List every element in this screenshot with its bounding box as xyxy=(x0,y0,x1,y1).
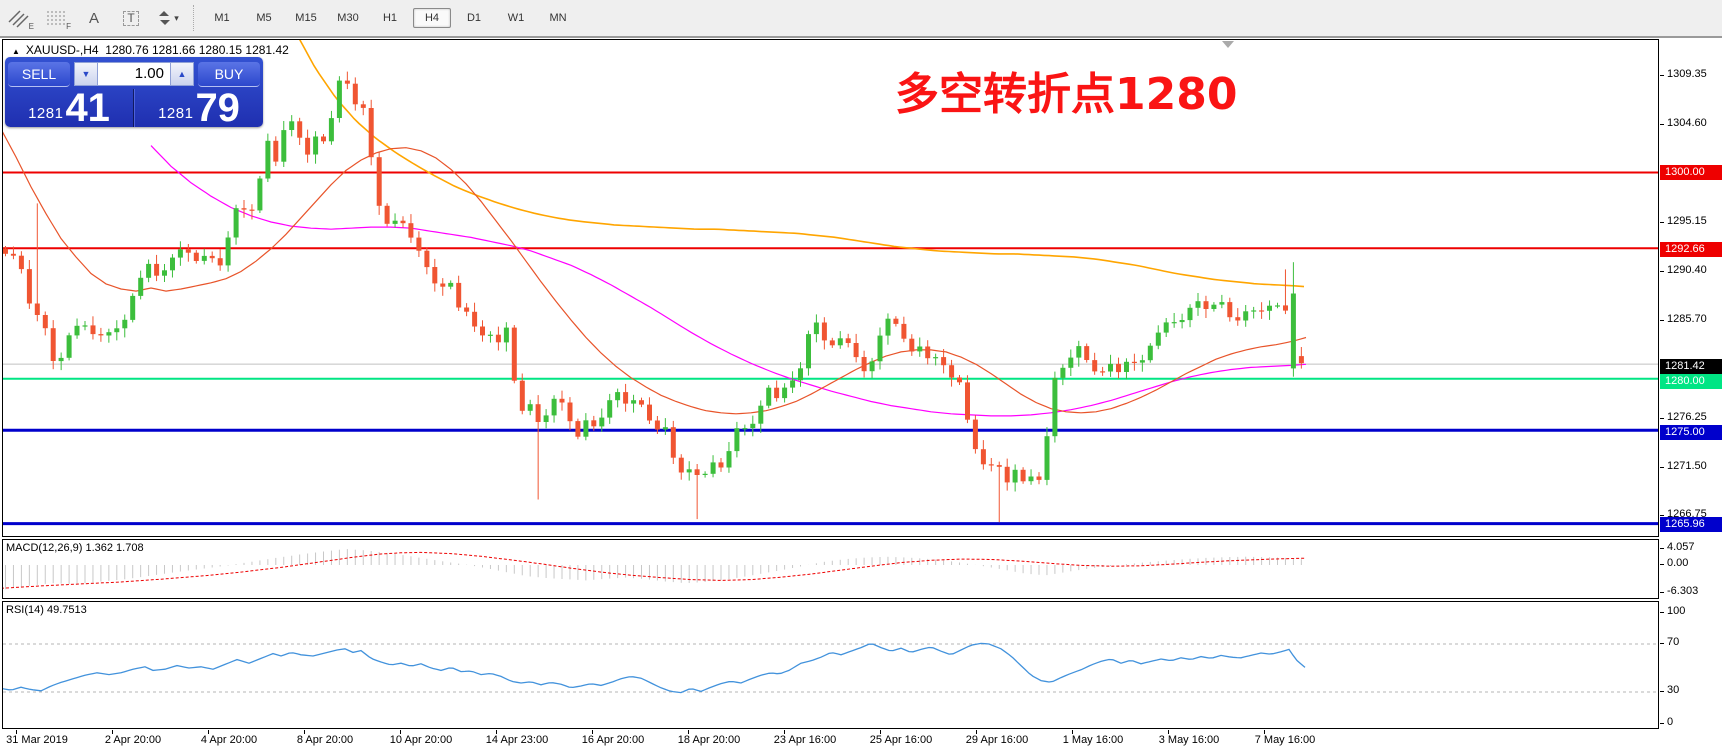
sell-price-display[interactable]: 1281 41 xyxy=(5,86,134,130)
sell-button[interactable]: SELL xyxy=(8,61,70,87)
buy-price-stem: 1281 xyxy=(158,105,194,122)
volume-increase-button[interactable]: ▲ xyxy=(170,62,194,86)
main-toolbar: E F A T ▾ M1 M5 M15 M30 H1 H4 D1 W1 MN xyxy=(0,0,1722,38)
price-tag-1265.96: 1265.96 xyxy=(1660,517,1722,532)
time-label: 1 May 16:00 xyxy=(1062,734,1124,746)
text-label-icon[interactable]: A xyxy=(88,9,99,27)
time-label: 4 Apr 20:00 xyxy=(200,734,258,746)
timeframe-d1[interactable]: D1 xyxy=(466,12,482,24)
buy-price-pips: 79 xyxy=(195,86,240,130)
chart-shift-marker-icon[interactable] xyxy=(1222,41,1234,48)
time-tick xyxy=(304,730,305,734)
price-tag-1281.42: 1281.42 xyxy=(1660,359,1722,374)
price-tick-label: 1276.25 xyxy=(1660,411,1707,423)
macd-plot[interactable] xyxy=(3,540,1658,598)
sell-price-pips: 41 xyxy=(65,86,110,130)
time-tick xyxy=(208,730,209,734)
ma_fast-line xyxy=(3,131,1307,415)
toolbar-tools: E F A T ▾ xyxy=(0,4,185,32)
ma_slow-line xyxy=(299,40,1305,288)
equidistant-channel-icon[interactable]: E xyxy=(3,4,37,32)
time-tick xyxy=(1264,730,1265,734)
price-tick-label: 0 xyxy=(1659,716,1674,728)
price-tick-label: 1309.35 xyxy=(1660,68,1707,80)
time-tick xyxy=(880,730,881,734)
price-tag-1300.00: 1300.00 xyxy=(1660,165,1722,180)
time-label: 25 Apr 16:00 xyxy=(869,734,933,746)
candlestick-chart[interactable] xyxy=(3,40,1658,536)
price-tick-label: 70 xyxy=(1659,636,1680,648)
time-tick xyxy=(784,730,785,734)
time-tick xyxy=(592,730,593,734)
price-tick-label: 1290.40 xyxy=(1660,264,1707,276)
timeframe-m30[interactable]: M30 xyxy=(337,12,359,24)
timeframe-w1[interactable]: W1 xyxy=(507,12,525,24)
time-label: 2 Apr 20:00 xyxy=(104,734,162,746)
timeframe-m5[interactable]: M5 xyxy=(256,12,272,24)
time-tick xyxy=(1072,730,1073,734)
timeframe-m1[interactable]: M1 xyxy=(214,12,230,24)
time-label: 16 Apr 20:00 xyxy=(581,734,645,746)
buy-price-display[interactable]: 1281 79 xyxy=(134,86,263,130)
time-label: 7 May 16:00 xyxy=(1254,734,1316,746)
time-label: 31 Mar 2019 xyxy=(6,734,68,746)
time-label: 3 May 16:00 xyxy=(1158,734,1220,746)
volume-input[interactable]: 1.00 xyxy=(98,62,170,86)
timeframe-bar: M1 M5 M15 M30 H1 H4 D1 W1 MN xyxy=(201,8,579,28)
price-tag-1280.00: 1280.00 xyxy=(1660,374,1722,389)
time-tick xyxy=(688,730,689,734)
time-tick xyxy=(112,730,113,734)
chart-annotation-text: 多空转折点1280 xyxy=(895,69,1238,120)
time-tick xyxy=(496,730,497,734)
time-tick xyxy=(1168,730,1169,734)
symbol-period-label: XAUUSD-,H4 xyxy=(25,43,99,57)
timeframe-h1[interactable]: H1 xyxy=(382,12,398,24)
timeframe-h4[interactable]: H4 xyxy=(413,8,451,28)
time-label: 10 Apr 20:00 xyxy=(389,734,453,746)
price-tag-1292.66: 1292.66 xyxy=(1660,242,1722,257)
fibonacci-retracement-icon[interactable]: F xyxy=(47,11,71,31)
price-chart-panel[interactable] xyxy=(2,39,1659,537)
time-tick xyxy=(400,730,401,734)
text-box-icon[interactable]: T xyxy=(114,4,148,32)
price-tick-label: 4.057 xyxy=(1660,541,1695,553)
time-label: 18 Apr 20:00 xyxy=(677,734,741,746)
macd-label: MACD(12,26,9) 1.362 1.708 xyxy=(6,542,144,554)
rsi-plot[interactable] xyxy=(3,602,1658,728)
time-label: 29 Apr 16:00 xyxy=(965,734,1029,746)
macd-panel[interactable] xyxy=(2,539,1659,599)
price-tick-label: 30 xyxy=(1659,684,1680,696)
price-tick-label: 0.00 xyxy=(1659,557,1689,569)
price-tick-label: 1285.70 xyxy=(1660,313,1707,325)
time-label: 23 Apr 16:00 xyxy=(773,734,837,746)
toolbar-separator xyxy=(193,5,195,31)
price-tick-label: 1271.50 xyxy=(1660,460,1707,472)
one-click-trading-panel: SELL ▼ 1.00 ▲ BUY 1281 41 1281 79 xyxy=(5,57,263,130)
time-label: 8 Apr 20:00 xyxy=(296,734,354,746)
ma_mid-line xyxy=(150,145,1307,417)
time-tick xyxy=(976,730,977,734)
volume-decrease-button[interactable]: ▼ xyxy=(74,62,98,86)
timeframe-m15[interactable]: M15 xyxy=(295,12,317,24)
buy-button[interactable]: BUY xyxy=(198,61,260,87)
ohlc-values: 1280.76 1281.66 1280.15 1281.42 xyxy=(105,43,289,57)
time-label: 14 Apr 23:00 xyxy=(485,734,549,746)
rsi-panel[interactable] xyxy=(2,601,1659,729)
rsi-label: RSI(14) 49.7513 xyxy=(6,604,87,616)
price-tag-1275.00: 1275.00 xyxy=(1660,425,1722,440)
chart-title: ▲ XAUUSD-,H4 1280.76 1281.66 1280.15 1281… xyxy=(12,43,289,57)
time-tick xyxy=(16,730,17,734)
price-tick-label: 1295.15 xyxy=(1660,215,1707,227)
sell-price-stem: 1281 xyxy=(28,105,64,122)
price-axis[interactable]: 1309.35 1304.60 1295.15 1290.40 1285.70 1276.… xyxy=(1659,39,1722,730)
price-tick-label: 100 xyxy=(1659,605,1686,617)
arrows-tool-icon[interactable]: ▾ xyxy=(151,4,185,32)
timeframe-mn[interactable]: MN xyxy=(549,12,567,24)
price-tick-label: 1304.60 xyxy=(1660,117,1707,129)
price-tick-label: -6.303 xyxy=(1659,585,1699,597)
volume-stepper: ▼ 1.00 ▲ xyxy=(74,62,194,86)
time-axis[interactable]: 31 Mar 2019 2 Apr 20:00 4 Apr 20:00 8 Apr 2… xyxy=(0,730,1722,755)
one-click-trading-toggle-icon[interactable]: ▲ xyxy=(12,47,20,56)
